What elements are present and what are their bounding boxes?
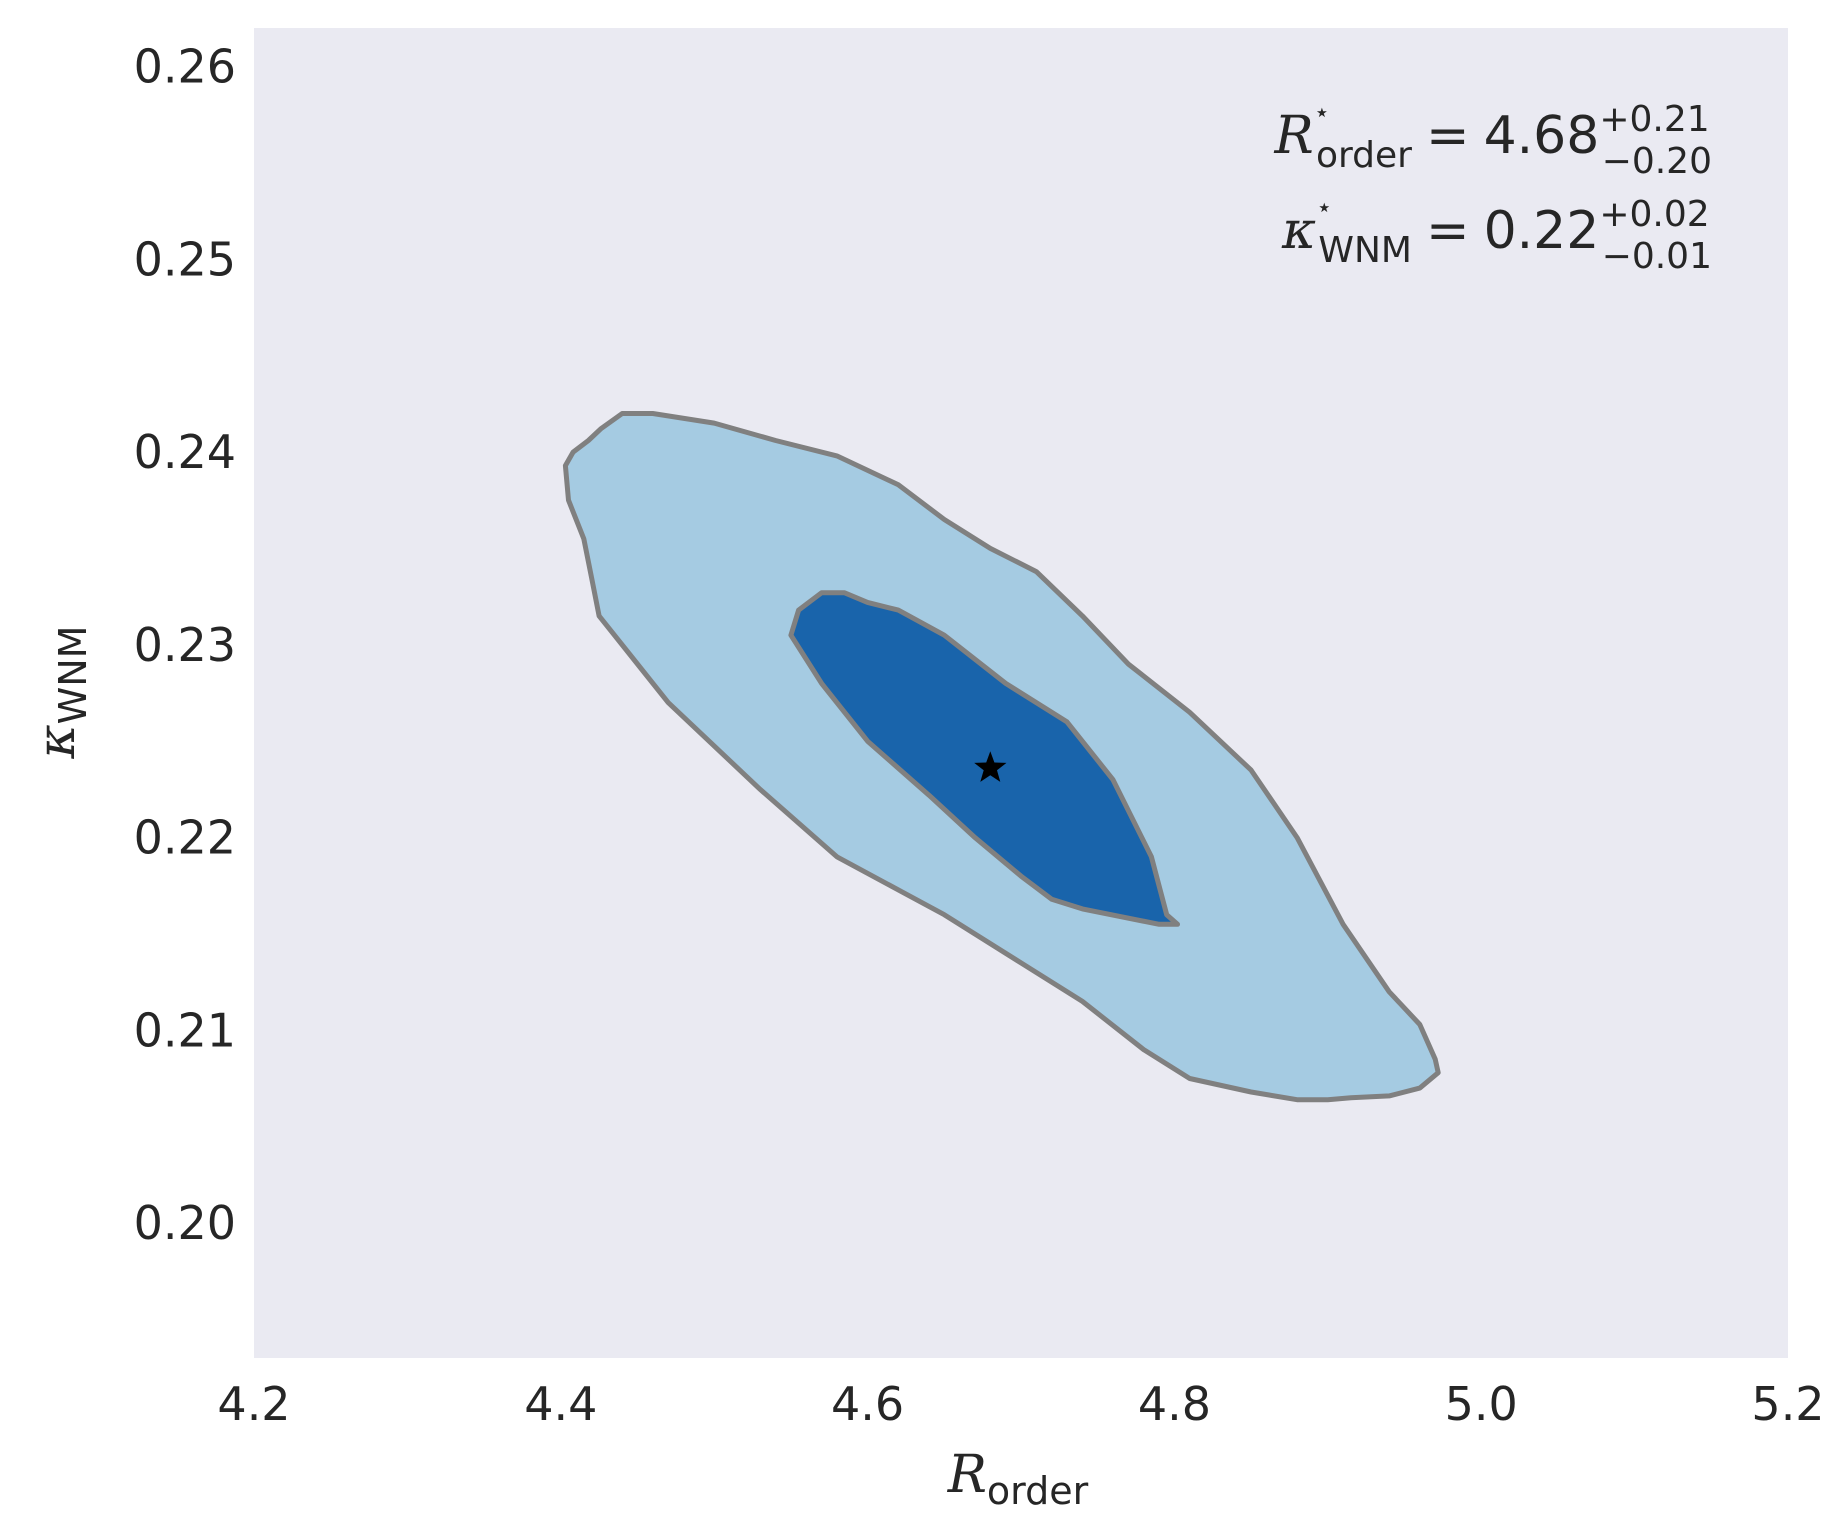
y-tick-label: 0.20 — [134, 1196, 236, 1250]
best-fit-layer — [974, 751, 1007, 782]
y-tick-label: 0.22 — [134, 811, 236, 865]
y-tick-label: 0.21 — [134, 1003, 236, 1057]
x-axis-symbol: R — [947, 1445, 987, 1505]
annotation-kappa-star: ⋆ — [1316, 193, 1332, 223]
annotation-kappa-wnm: κ⋆ WNM = 0.22+0.02 −0.01 — [1281, 193, 1712, 277]
annotation-kappa-value: 0.22 — [1484, 201, 1600, 261]
annotation-r-symbol: R — [1274, 106, 1314, 166]
x-tick-label: 5.2 — [1751, 1377, 1824, 1431]
x-axis-label: Rorder — [947, 1445, 1089, 1513]
annotation-kappa-symbol: κ — [1281, 201, 1316, 261]
x-tick-labels: 4.2 4.4 4.6 4.8 5.0 5.2 — [217, 1377, 1824, 1431]
y-tick-label: 0.24 — [134, 425, 236, 479]
contour-layer — [562, 411, 1441, 1103]
y-axis-symbol: κ — [27, 724, 87, 759]
x-tick-label: 4.8 — [1138, 1377, 1211, 1431]
y-tick-label: 0.26 — [134, 40, 236, 94]
annotation-r-equals: = — [1426, 106, 1470, 166]
y-tick-label: 0.25 — [134, 232, 236, 286]
annotation-r-value: 4.68 — [1484, 106, 1600, 166]
best-fit-star-marker — [974, 751, 1007, 782]
annotation-kappa-subscript: WNM — [1318, 230, 1412, 271]
x-axis-subscript: order — [987, 1469, 1089, 1513]
x-tick-label: 4.2 — [217, 1377, 290, 1431]
y-axis-subscript: WNM — [51, 626, 95, 725]
annotation-kappa-equals: = — [1426, 201, 1470, 261]
x-tick-label: 4.4 — [524, 1377, 597, 1431]
annotation-r-order: R⋆ order = 4.68+0.21 −0.20 — [1274, 98, 1712, 182]
annotation-r-plus: +0.21 — [1599, 99, 1709, 140]
annotation-r-subscript: order — [1316, 135, 1412, 176]
annotation-kappa-plus: +0.02 — [1599, 194, 1709, 235]
annotation-r-minus: −0.20 — [1602, 141, 1712, 182]
y-tick-label: 0.23 — [134, 618, 236, 672]
x-tick-label: 5.0 — [1445, 1377, 1518, 1431]
contour-inner — [788, 590, 1180, 927]
annotation-r-star: ⋆ — [1314, 98, 1330, 128]
y-tick-labels: 0.20 0.21 0.22 0.23 0.24 0.25 0.26 — [134, 40, 236, 1250]
x-tick-label: 4.6 — [831, 1377, 904, 1431]
annotation-kappa-minus: −0.01 — [1602, 236, 1712, 277]
y-axis-label: κWNM — [27, 626, 95, 760]
